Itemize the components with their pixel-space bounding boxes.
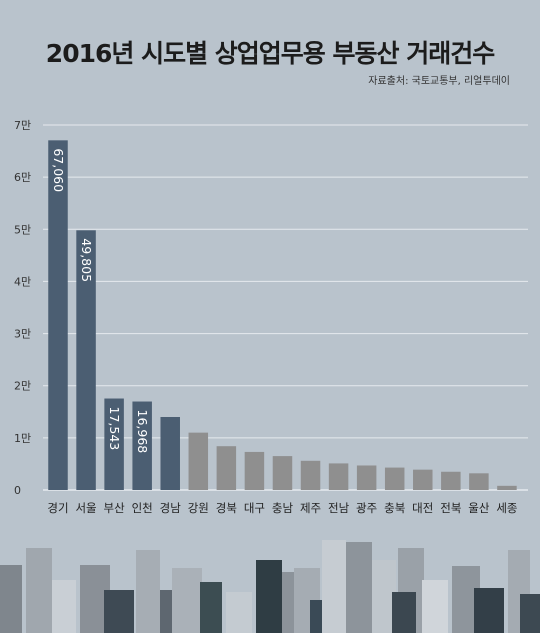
skyline-building bbox=[26, 548, 52, 633]
x-tick-label: 광주 bbox=[356, 501, 377, 515]
x-tick-label: 인천 bbox=[132, 501, 153, 515]
y-tick-label: 0 bbox=[14, 484, 21, 497]
bar bbox=[497, 485, 517, 490]
x-tick-label: 경북 bbox=[216, 501, 237, 515]
bar bbox=[328, 463, 349, 490]
bar bbox=[441, 471, 461, 490]
x-tick-label: 강원 bbox=[188, 501, 209, 515]
skyline-building bbox=[104, 590, 134, 633]
bar bbox=[132, 401, 152, 490]
x-tick-label: 전북 bbox=[440, 501, 461, 515]
y-tick-label: 4만 bbox=[14, 275, 31, 288]
data-label: 49,805 bbox=[79, 238, 94, 282]
bar bbox=[104, 398, 124, 490]
bar bbox=[76, 230, 96, 491]
x-tick-label: 대구 bbox=[244, 501, 265, 515]
skyline-building bbox=[200, 582, 222, 633]
bar bbox=[272, 456, 293, 490]
y-tick-label: 3만 bbox=[14, 328, 31, 341]
skyline-building bbox=[256, 560, 282, 633]
skyline-building bbox=[392, 592, 416, 633]
skyline-building bbox=[520, 594, 540, 633]
bar bbox=[384, 467, 405, 490]
y-tick-label: 1만 bbox=[14, 432, 31, 445]
x-tick-label: 대전 bbox=[412, 501, 433, 515]
x-tick-label: 부산 bbox=[104, 501, 126, 515]
data-label: 67,060 bbox=[51, 148, 66, 192]
bar bbox=[160, 417, 180, 490]
x-tick-label: 전남 bbox=[328, 501, 350, 515]
y-tick-label: 5만 bbox=[14, 223, 31, 236]
y-tick-label: 2만 bbox=[14, 380, 31, 393]
data-label: 16,968 bbox=[135, 410, 150, 454]
bar bbox=[413, 469, 433, 490]
x-tick-label: 경남 bbox=[160, 501, 182, 515]
skyline-building bbox=[346, 542, 372, 633]
y-tick-label: 6만 bbox=[14, 171, 31, 184]
x-tick-label: 충북 bbox=[384, 501, 405, 515]
x-tick-label: 충남 bbox=[272, 501, 294, 515]
data-label: 17,543 bbox=[107, 407, 122, 451]
bar bbox=[300, 460, 321, 490]
bar bbox=[48, 140, 68, 490]
bar bbox=[469, 473, 489, 490]
skyline-building bbox=[52, 580, 76, 633]
skyline-building bbox=[172, 568, 202, 633]
skyline-building bbox=[136, 550, 160, 633]
skyline-building bbox=[226, 592, 252, 633]
bar bbox=[188, 432, 209, 490]
bar bbox=[244, 451, 265, 490]
source-note: 자료출처: 국토교통부, 리얼투데이 bbox=[368, 76, 510, 87]
y-tick-label: 7만 bbox=[14, 119, 31, 132]
skyline-building bbox=[474, 588, 504, 633]
skyline-building bbox=[422, 580, 448, 633]
bar bbox=[216, 446, 237, 490]
x-tick-label: 서울 bbox=[75, 501, 96, 515]
x-tick-label: 울산 bbox=[468, 501, 490, 515]
x-tick-label: 세종 bbox=[496, 501, 517, 515]
x-tick-label: 제주 bbox=[300, 501, 321, 515]
chart-title: 2016년 시도별 상업업무용 부동산 거래건수 bbox=[45, 39, 495, 68]
bar bbox=[356, 465, 377, 490]
x-tick-label: 경기 bbox=[47, 501, 68, 515]
skyline-building bbox=[322, 540, 346, 633]
skyline-building bbox=[0, 565, 22, 633]
